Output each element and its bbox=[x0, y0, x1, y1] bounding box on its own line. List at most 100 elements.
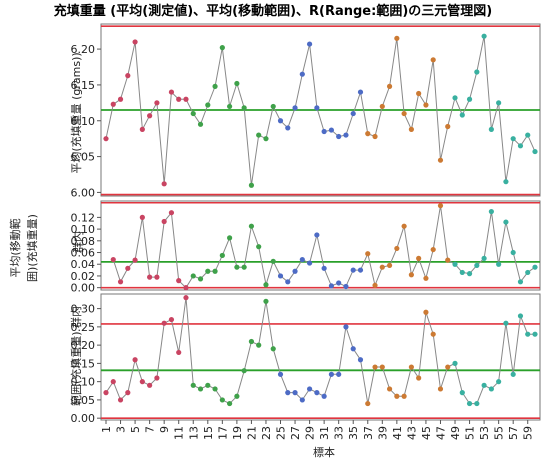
range-data-point bbox=[227, 400, 233, 407]
moving-range-data-point bbox=[219, 252, 225, 259]
range-data-point bbox=[372, 364, 378, 370]
moving-range-ytick-label: 0.02 bbox=[71, 270, 96, 283]
mean-data-point bbox=[401, 110, 407, 117]
moving-range-ytick-label: 0.04 bbox=[71, 258, 96, 271]
x-tick-label: 23 bbox=[260, 426, 273, 440]
mr-panel-ylabel-line3: 群内 bbox=[71, 231, 85, 253]
moving-range-data-point bbox=[241, 264, 247, 270]
moving-range-data-point bbox=[234, 264, 240, 270]
range-data-point bbox=[481, 382, 487, 388]
moving-range-data-point bbox=[263, 282, 269, 288]
mean-data-point bbox=[205, 102, 211, 108]
range-data-point bbox=[212, 386, 218, 392]
moving-range-data-point bbox=[496, 261, 502, 267]
x-tick-label: 29 bbox=[304, 426, 317, 440]
moving-range-data-point bbox=[110, 256, 116, 263]
moving-range-data-point bbox=[488, 208, 494, 215]
mean-data-point bbox=[365, 131, 371, 137]
moving-range-data-point bbox=[365, 251, 371, 257]
range-data-point bbox=[379, 364, 385, 370]
range-ytick-label: 0.00 bbox=[71, 412, 96, 425]
mean-data-point bbox=[503, 179, 509, 185]
range-data-point bbox=[248, 338, 255, 345]
range-data-point bbox=[183, 295, 189, 301]
moving-range-panel-frame bbox=[100, 200, 541, 291]
moving-range-data-point bbox=[205, 268, 211, 274]
x-tick-label: 37 bbox=[362, 426, 375, 440]
range-data-point bbox=[314, 390, 320, 396]
mean-data-point bbox=[125, 73, 131, 79]
x-tick-label: 25 bbox=[275, 426, 288, 440]
mean-data-point bbox=[270, 103, 276, 110]
mean-data-point bbox=[408, 126, 414, 132]
mean-data-point bbox=[277, 118, 284, 124]
x-axis-label: 標本 bbox=[313, 445, 335, 459]
range-data-point bbox=[488, 386, 494, 392]
range-data-point bbox=[299, 397, 305, 403]
mean-data-point bbox=[248, 182, 255, 188]
range-data-point bbox=[386, 386, 393, 392]
x-tick-label: 33 bbox=[333, 426, 346, 440]
mean-data-point bbox=[459, 112, 465, 118]
moving-range-ytick-label: 0.00 bbox=[71, 282, 96, 295]
range-ytick-label: 0.05 bbox=[71, 394, 96, 407]
x-tick-label: 1 bbox=[100, 426, 113, 433]
mean-ytick-label: 6.15 bbox=[71, 79, 96, 92]
moving-range-data-point bbox=[256, 244, 262, 250]
range-data-point bbox=[416, 375, 422, 381]
range-ytick-label: 0.10 bbox=[71, 376, 96, 389]
mean-data-point bbox=[510, 136, 516, 142]
mean-data-point bbox=[481, 33, 487, 39]
range-data-point bbox=[190, 382, 196, 388]
moving-range-data-point bbox=[394, 245, 400, 252]
mean-data-point bbox=[336, 133, 342, 140]
moving-range-data-point bbox=[161, 218, 167, 225]
range-data-point bbox=[459, 390, 465, 396]
moving-range-data-point bbox=[532, 264, 538, 270]
range-data-point bbox=[110, 379, 116, 385]
moving-range-data-point bbox=[277, 273, 284, 279]
mean-data-point bbox=[386, 83, 393, 89]
moving-range-data-point bbox=[357, 267, 364, 273]
range-data-point bbox=[336, 371, 342, 377]
x-tick-label: 39 bbox=[376, 426, 389, 440]
range-ytick-label: 0.15 bbox=[71, 357, 96, 370]
range-data-point bbox=[350, 346, 356, 352]
mean-data-point bbox=[532, 148, 538, 155]
mean-data-point bbox=[161, 181, 167, 187]
moving-range-data-point bbox=[474, 262, 480, 269]
moving-range-data-point bbox=[517, 279, 524, 285]
moving-range-data-point bbox=[430, 246, 436, 253]
x-tick-label: 35 bbox=[347, 426, 360, 440]
range-data-point bbox=[197, 386, 204, 392]
moving-range-data-point bbox=[416, 255, 422, 261]
mean-data-point bbox=[256, 132, 262, 138]
range-data-point bbox=[241, 368, 247, 374]
range-data-point bbox=[270, 346, 276, 352]
x-tick-label: 17 bbox=[216, 426, 229, 440]
x-tick-label: 45 bbox=[420, 426, 433, 440]
moving-range-data-point bbox=[154, 274, 160, 280]
moving-range-data-point bbox=[401, 223, 407, 229]
range-data-point bbox=[277, 371, 284, 377]
mean-data-point bbox=[452, 95, 458, 101]
x-tick-label: 21 bbox=[245, 426, 258, 440]
range-data-point bbox=[263, 298, 269, 304]
mean-ytick-label: 6.20 bbox=[71, 43, 96, 56]
x-tick-label: 11 bbox=[173, 426, 186, 440]
moving-range-data-point bbox=[197, 276, 204, 282]
mean-data-point bbox=[241, 105, 247, 111]
mean-data-point bbox=[212, 83, 218, 89]
range-data-point bbox=[343, 324, 349, 330]
x-tick-label: 43 bbox=[405, 426, 418, 440]
moving-range-data-point bbox=[125, 265, 131, 271]
moving-range-data-point bbox=[459, 269, 465, 276]
mean-data-point bbox=[299, 71, 305, 77]
range-data-point bbox=[168, 316, 175, 323]
mean-data-point bbox=[139, 126, 145, 132]
range-data-point bbox=[452, 360, 458, 366]
range-data-point bbox=[219, 397, 225, 403]
mean-ytick-label: 6.00 bbox=[71, 186, 96, 199]
range-data-point bbox=[394, 393, 400, 399]
range-data-point bbox=[532, 331, 538, 337]
